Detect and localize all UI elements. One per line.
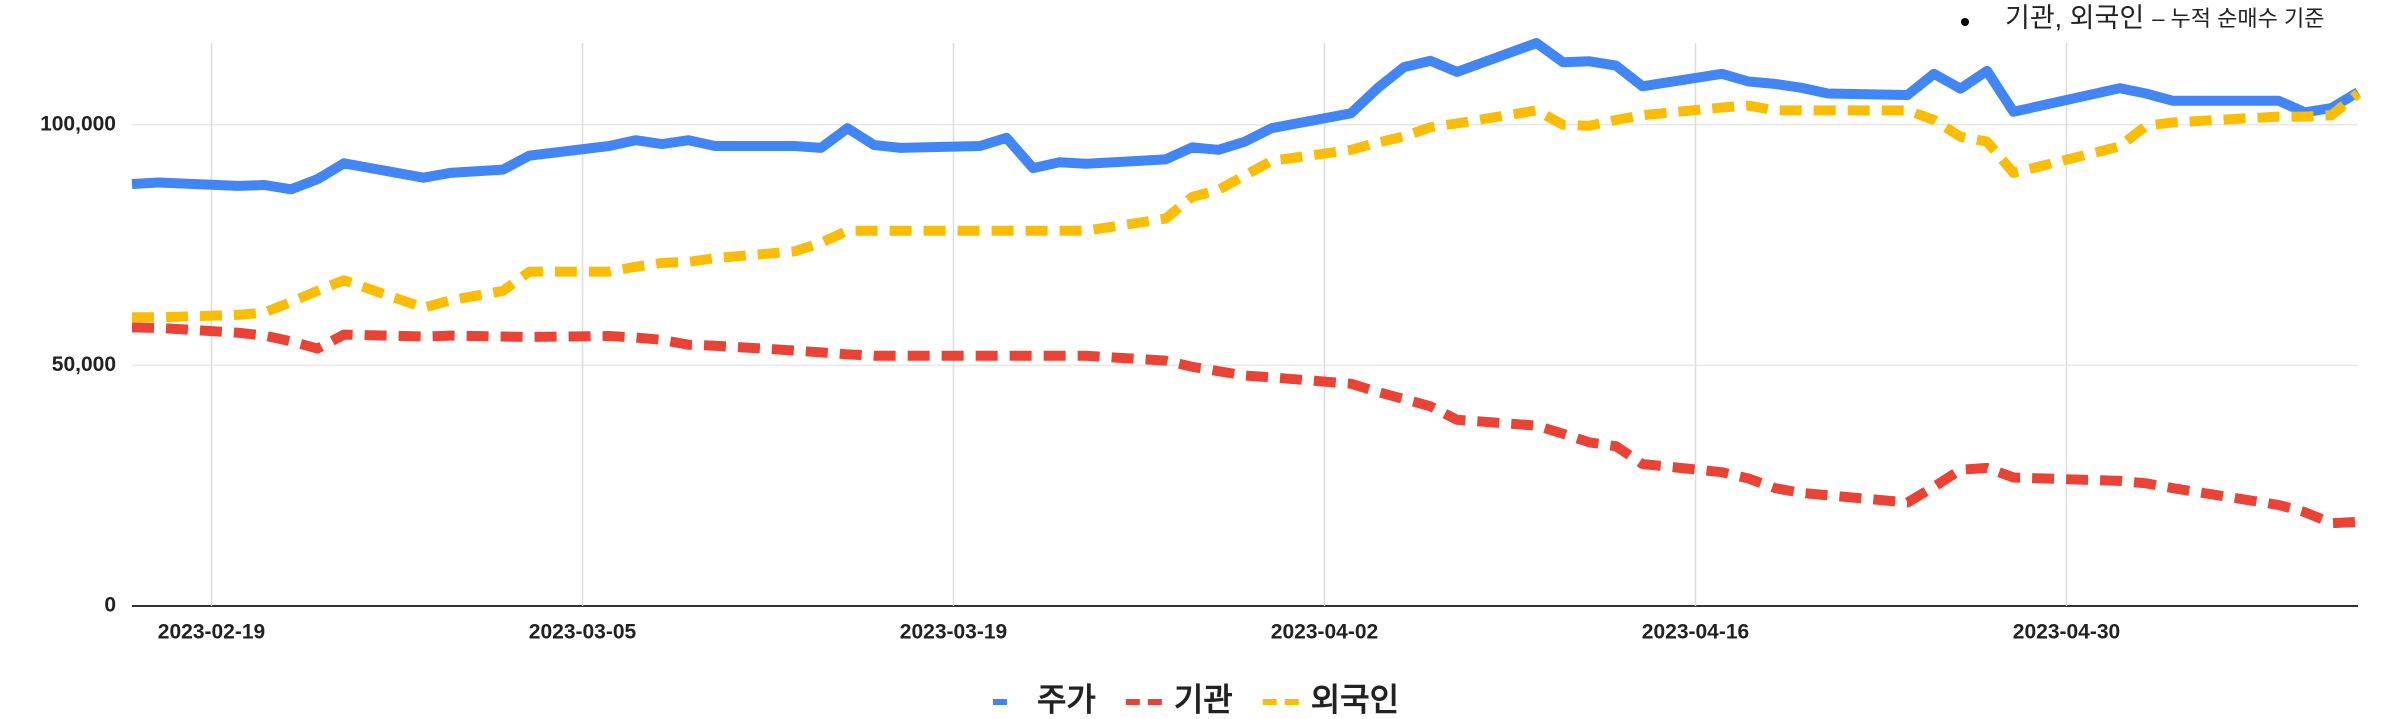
y-tick-label: 50,000 (52, 353, 116, 376)
series-line (131, 38, 2361, 195)
annotation-main: 기관, 외국인 (2005, 3, 2144, 33)
x-tick-label: 2023-03-19 (900, 621, 1007, 644)
series-line (131, 322, 2359, 529)
x-tick-label: 2023-04-16 (1642, 621, 1749, 644)
legend-label: 기관 (1174, 681, 1233, 717)
annotation: 기관, 외국인 – 누적 순매수 기준 (2005, 3, 2324, 33)
x-tick-label: 2023-04-30 (2013, 621, 2120, 644)
y-tick-label: 0 (104, 594, 116, 617)
legend-label: 주가 (1037, 681, 1096, 717)
bullet (1961, 18, 1969, 26)
x-tick-label: 2023-02-19 (158, 621, 265, 644)
legend: 주가 기관 외국인 (992, 681, 1399, 717)
y-tick-label: 100,000 (40, 112, 116, 135)
annotation-sub: – 누적 순매수 기준 (2152, 6, 2324, 31)
legend-label: 외국인 (1311, 681, 1399, 717)
x-tick-label: 2023-03-05 (529, 621, 637, 644)
x-tick-label: 2023-04-02 (1271, 621, 1378, 644)
series-line (132, 89, 2362, 323)
